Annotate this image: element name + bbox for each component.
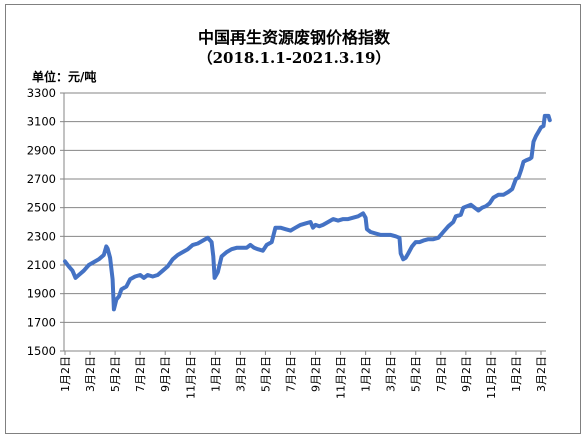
y-tick-label: 1500 (27, 344, 56, 358)
x-tick-label: 11月2日 (335, 356, 348, 399)
x-tick-labels: 1月2日 3月2日 5月2日 7月2日 9月2日 11月2日 1月2日 3月2日 5月2日 7月2… (59, 356, 548, 399)
x-tick-label: 9月2日 (460, 356, 473, 392)
y-tick-label: 2100 (27, 258, 56, 272)
x-tick-label: 7月2日 (435, 356, 448, 392)
y-tick-label: 1900 (27, 287, 56, 301)
unit-label: 单位：元/吨 (32, 70, 97, 84)
x-tick-label: 3月2日 (84, 356, 97, 392)
x-tick-label: 5月2日 (109, 356, 122, 392)
x-tick-label: 9月2日 (159, 356, 172, 392)
x-tick-label: 5月2日 (410, 356, 423, 392)
chart-frame (5, 4, 581, 434)
y-tick-label: 3100 (27, 115, 56, 129)
x-tick-label: 1月2日 (510, 356, 523, 392)
y-tick-label: 2900 (27, 143, 56, 157)
chart-subtitle: （2018.1.1-2021.3.19） (197, 49, 391, 67)
axes (60, 92, 546, 355)
x-tick-label: 11月2日 (184, 356, 197, 399)
y-tick-label: 2700 (27, 172, 56, 186)
x-tick-label: 3月2日 (535, 356, 548, 392)
x-tick-label: 1月2日 (59, 356, 72, 392)
x-tick-label: 5月2日 (259, 356, 272, 392)
y-tick-label: 1700 (27, 315, 56, 329)
gridlines (64, 92, 546, 323)
series-layer (63, 113, 552, 312)
x-tick-label: 7月2日 (134, 356, 147, 392)
x-tick-label: 1月2日 (209, 356, 222, 392)
y-tick-label: 2500 (27, 201, 56, 215)
x-tick-label: 7月2日 (284, 356, 297, 392)
x-tick-label: 9月2日 (310, 356, 323, 392)
series-line-0 (63, 113, 552, 312)
x-tick-label: 11月2日 (485, 356, 498, 399)
x-tick-label: 3月2日 (234, 356, 247, 392)
chart-title: 中国再生资源废钢价格指数 (197, 28, 390, 47)
y-tick-label: 2300 (27, 229, 56, 243)
x-tick-label: 3月2日 (385, 356, 398, 392)
y-tick-labels: 1500 1700 1900 2100 2300 2500 2700 2900 3100 3300 (27, 86, 56, 358)
x-tick-label: 1月2日 (360, 356, 373, 392)
y-tick-label: 3300 (27, 86, 56, 100)
